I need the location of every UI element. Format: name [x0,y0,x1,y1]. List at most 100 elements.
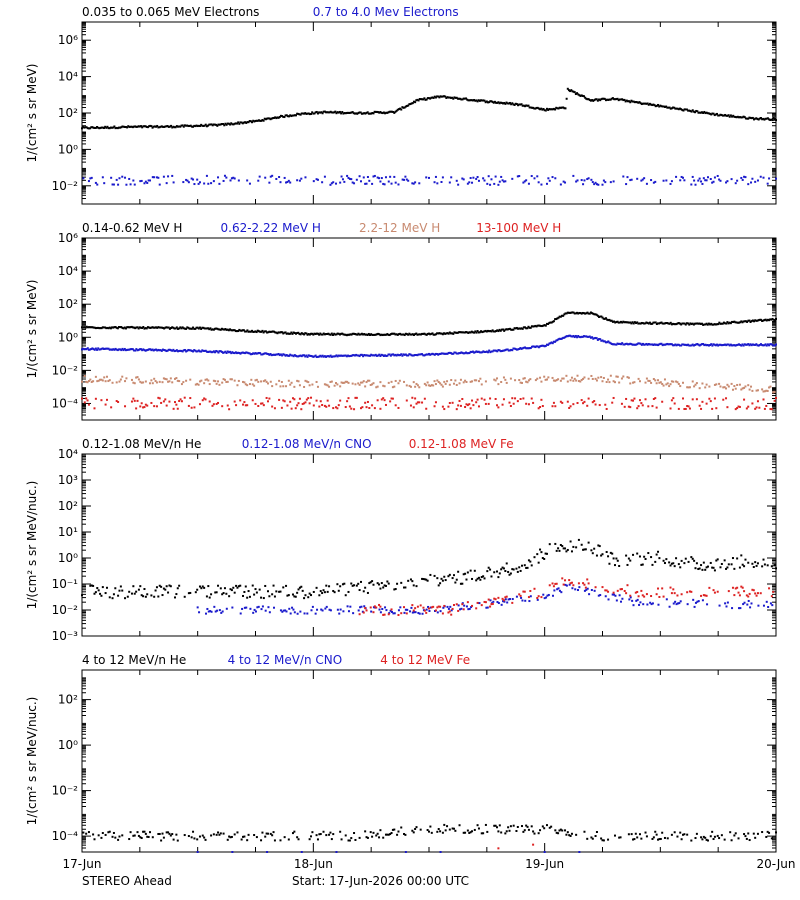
data-point [746,320,749,323]
data-point [757,319,760,322]
y-tick-label: 10⁻² [52,603,79,617]
data-point [592,312,595,315]
data-point [471,604,474,607]
data-point [572,379,575,382]
data-point [662,343,665,346]
data-point [555,379,558,382]
data-point [683,322,686,325]
data-point [564,312,567,315]
data-point [709,400,712,403]
data-point [561,545,564,548]
data-point [255,836,258,839]
data-point [566,548,569,551]
data-point [454,379,457,382]
data-point [278,354,281,357]
start-time-label: Start: 17-Jun-2026 00:00 UTC [292,874,469,888]
data-point [355,584,358,587]
data-point [572,174,575,177]
data-point [210,610,213,613]
data-point [461,177,464,180]
data-point [751,562,754,565]
data-point [467,99,470,102]
data-point [461,98,464,101]
data-point [172,326,175,329]
data-point [515,595,518,598]
data-point [139,380,142,383]
data-point [378,333,381,336]
data-point [683,343,686,346]
data-point [501,403,504,406]
data-point [457,183,460,186]
data-point [773,390,776,393]
data-point [627,405,630,408]
data-point [183,124,186,127]
data-point [416,605,419,608]
data-point [160,401,163,404]
data-point [770,408,773,411]
data-point [439,851,442,853]
data-point [737,116,740,119]
data-point [624,342,627,345]
data-point [717,344,720,347]
data-point [530,825,533,828]
data-point [263,330,266,333]
data-point [500,175,503,178]
data-point [164,377,167,380]
data-point [144,180,147,183]
data-point [251,584,254,587]
data-point [604,403,607,406]
data-point [212,350,215,353]
data-point [421,98,424,101]
data-point [319,332,322,335]
data-point [633,101,636,104]
data-point [304,355,307,358]
data-point [436,830,439,833]
x-tick-label: 17-Jun [62,857,101,871]
data-point [718,178,721,181]
data-point [737,343,740,346]
data-point [504,570,507,573]
data-point [333,111,336,114]
data-point [578,335,581,338]
data-point [229,328,232,331]
data-point [319,400,322,403]
data-point [293,611,296,614]
data-point [416,401,419,404]
data-point [105,586,108,589]
data-point [520,347,523,350]
data-point [268,595,271,598]
data-point [268,611,271,614]
data-point [290,354,293,357]
data-point [564,547,567,550]
data-point [517,104,520,107]
data-point [643,595,646,598]
data-point [108,127,111,130]
data-point [482,350,485,353]
data-point [722,343,725,346]
data-point [314,111,317,114]
data-point [630,399,633,402]
data-point [773,564,776,567]
data-point [417,333,420,336]
data-point [371,835,374,838]
data-point [359,381,362,384]
data-point [508,101,511,104]
data-point [285,385,288,388]
data-point [155,348,158,351]
data-point [143,349,146,352]
data-point [213,605,216,608]
data-point [253,834,256,837]
data-point [376,832,379,835]
data-point [646,102,649,105]
data-point [385,609,388,612]
data-point [233,400,236,403]
data-point [135,376,138,379]
data-point [678,602,681,605]
data-point [597,376,600,379]
data-point [380,353,383,356]
data-point [242,351,245,354]
data-point [482,99,485,102]
data-point [672,588,675,591]
data-point [444,829,447,832]
data-point [132,397,135,400]
